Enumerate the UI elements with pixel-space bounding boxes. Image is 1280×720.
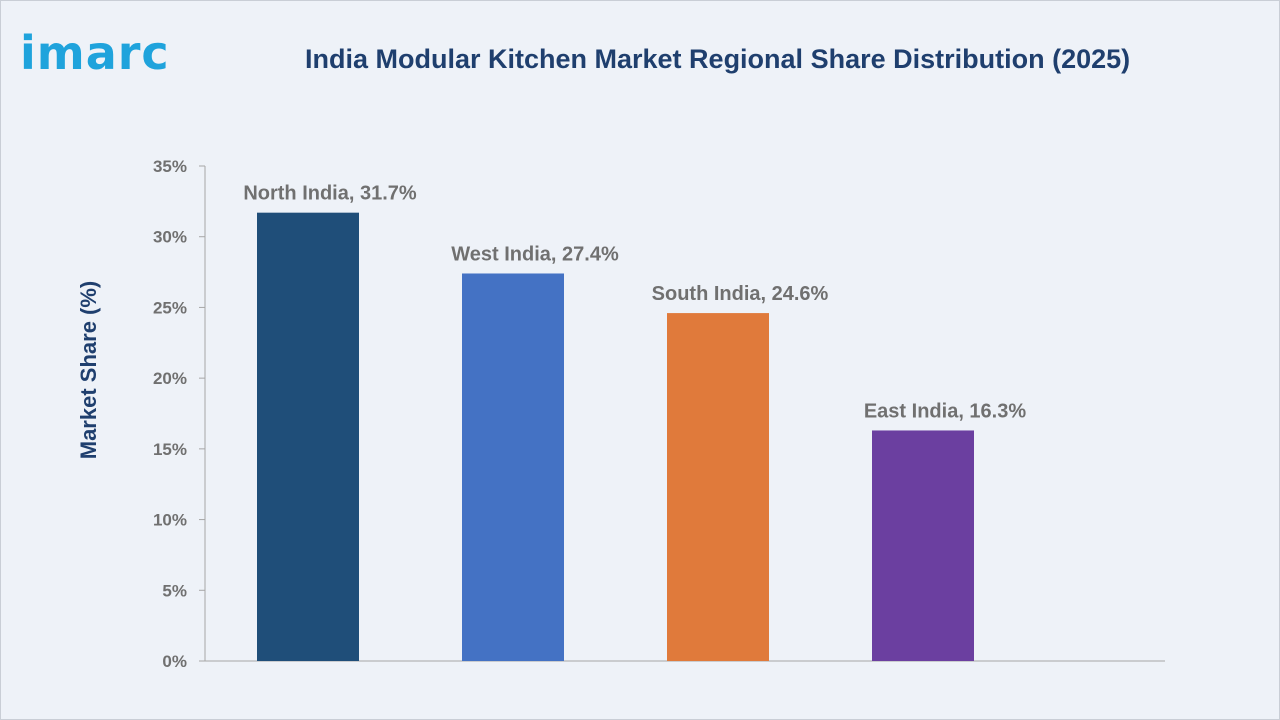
data-label: North India, 31.7%	[243, 183, 417, 205]
y-tick-label: 0%	[162, 652, 187, 671]
chart-title: India Modular Kitchen Market Regional Sh…	[305, 44, 1131, 74]
y-tick-label: 30%	[153, 228, 187, 247]
bar-north-india	[257, 212, 359, 661]
data-label: East India, 16.3%	[864, 400, 1027, 422]
y-tick-label: 10%	[153, 511, 187, 530]
y-tick-label: 20%	[153, 369, 187, 388]
y-axis-label: Market Share (%)	[76, 281, 101, 460]
data-label: South India, 24.6%	[652, 283, 829, 305]
y-tick-label: 25%	[153, 298, 187, 317]
data-label: West India, 27.4%	[451, 243, 619, 265]
bar-west-india	[462, 273, 564, 661]
bar-south-india	[667, 313, 769, 661]
y-tick-label: 15%	[153, 440, 187, 459]
bar-east-india	[872, 430, 974, 661]
y-tick-label: 5%	[162, 581, 187, 600]
imarc-logo: imarc	[20, 26, 170, 80]
y-tick-label: 35%	[153, 157, 187, 176]
